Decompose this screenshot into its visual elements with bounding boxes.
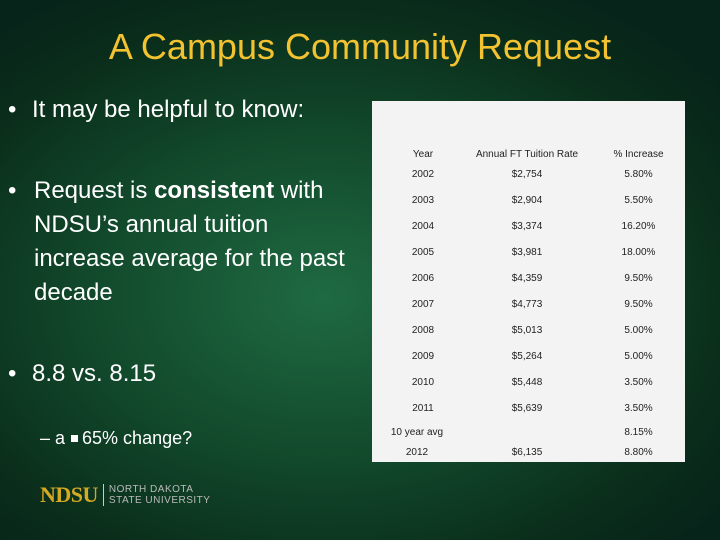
- bullet-helpful-text: It may be helpful to know:: [32, 96, 305, 123]
- header-percent-increase: % Increase: [613, 149, 664, 160]
- tuition-rate-cell: $2,754: [511, 168, 543, 180]
- year-cell: 10 year avg: [390, 426, 444, 438]
- table-row: 2004 $3,374 16.20%: [372, 213, 685, 239]
- table-row: 2008 $5,013 5.00%: [372, 317, 685, 343]
- bullet-comparison-text: 8.8 vs. 8.15: [32, 360, 157, 387]
- bullet-dot: •: [8, 360, 17, 387]
- year-cell: 2005: [411, 246, 435, 258]
- ndsu-wordmark: NDSU: [40, 482, 98, 507]
- year-cell: 2007: [411, 298, 435, 310]
- bullet-dot: •: [8, 177, 17, 204]
- tuition-rate-cell: $4,773: [511, 298, 543, 310]
- logo-line-1: NORTH DAKOTA: [108, 484, 194, 495]
- percent-increase-cell: 8.80%: [624, 447, 653, 458]
- percent-increase-cell: 5.50%: [624, 194, 653, 206]
- percent-increase-cell: 3.50%: [624, 376, 653, 388]
- year-cell: 2012: [405, 447, 429, 458]
- header-tuition-rate: Annual FT Tuition Rate: [475, 149, 579, 160]
- year-cell: 2003: [411, 194, 435, 206]
- tuition-rate-cell: $5,013: [511, 324, 543, 336]
- table-header-row: Year Annual FT Tuition Rate % Increase: [372, 101, 685, 161]
- table-row: 2010 $5,448 3.50%: [372, 369, 685, 395]
- sub-bullet-text: 65% change?: [82, 428, 193, 448]
- percent-increase-cell: 3.50%: [624, 402, 653, 414]
- bullet-comparison: • 8.8 vs. 8.15: [8, 360, 156, 388]
- consistent-suffix: with NDSU’s annual tuition increase aver…: [34, 177, 345, 306]
- tuition-rate-cell: $2,904: [511, 194, 543, 206]
- year-cell: 2006: [411, 272, 435, 284]
- slide-title: A Campus Community Request: [108, 26, 612, 67]
- sub-bullet-prefix: – a: [40, 428, 66, 448]
- tuition-rate-cell: $6,135: [511, 447, 543, 458]
- table-row: 2007 $4,773 9.50%: [372, 291, 685, 317]
- year-cell: 2008: [411, 324, 435, 336]
- logo-line-2: STATE UNIVERSITY: [108, 495, 211, 506]
- percent-increase-cell: 9.50%: [624, 272, 653, 284]
- header-year: Year: [412, 149, 434, 160]
- bullet-helpful: • It may be helpful to know:: [8, 96, 304, 124]
- percent-increase-cell: 18.00%: [621, 246, 656, 258]
- table-row: 2002 $2,754 5.80%: [372, 161, 685, 187]
- percent-increase-cell: 9.50%: [624, 298, 653, 310]
- year-cell: 2009: [411, 350, 435, 362]
- bullet-dot: •: [8, 96, 17, 123]
- year-cell: 2002: [411, 168, 435, 180]
- tuition-rate-cell: $4,359: [511, 272, 543, 284]
- bullet-consistent-text: Request is consistent with NDSU’s annual…: [34, 174, 348, 310]
- table-row-average: 10 year avg 8.15%: [372, 421, 685, 443]
- tuition-rate-cell: $3,981: [511, 246, 543, 258]
- percent-increase-cell: 5.80%: [624, 168, 653, 180]
- sub-bullet-change: – a 65% change?: [40, 428, 192, 449]
- logo-university-name: NORTH DAKOTA STATE UNIVERSITY: [109, 484, 211, 506]
- table-row: 2005 $3,981 18.00%: [372, 239, 685, 265]
- square-bullet-icon: [71, 434, 79, 442]
- table-row: 2009 $5,264 5.00%: [372, 343, 685, 369]
- ndsu-logo: NDSU NORTH DAKOTA STATE UNIVERSITY: [40, 482, 210, 508]
- tuition-table: Year Annual FT Tuition Rate % Increase 2…: [372, 101, 685, 462]
- percent-increase-cell: 5.00%: [624, 324, 653, 336]
- tuition-rate-cell: $5,639: [511, 402, 543, 414]
- year-cell: 2011: [412, 402, 434, 414]
- tuition-rate-cell: [462, 421, 592, 443]
- percent-increase-cell: 8.15%: [624, 426, 653, 438]
- percent-increase-cell: 5.00%: [624, 350, 653, 362]
- table-row-2012: 2012 $6,135 8.80%: [372, 443, 685, 462]
- percent-increase-cell: 16.20%: [621, 220, 656, 232]
- tuition-rate-cell: $5,448: [511, 376, 543, 388]
- tuition-rate-cell: $5,264: [511, 350, 543, 362]
- year-cell: 2004: [411, 220, 435, 232]
- table-row: 2003 $2,904 5.50%: [372, 187, 685, 213]
- table-row: 2006 $4,359 9.50%: [372, 265, 685, 291]
- year-cell: 2010: [411, 376, 435, 388]
- tuition-rate-cell: $3,374: [511, 220, 543, 232]
- consistent-prefix: Request is: [34, 177, 155, 204]
- bullet-consistent: • Request is consistent with NDSU’s annu…: [8, 174, 348, 306]
- consistent-bold: consistent: [154, 177, 275, 204]
- logo-divider: [102, 484, 104, 506]
- table-row: 2011 $5,639 3.50%: [372, 395, 685, 421]
